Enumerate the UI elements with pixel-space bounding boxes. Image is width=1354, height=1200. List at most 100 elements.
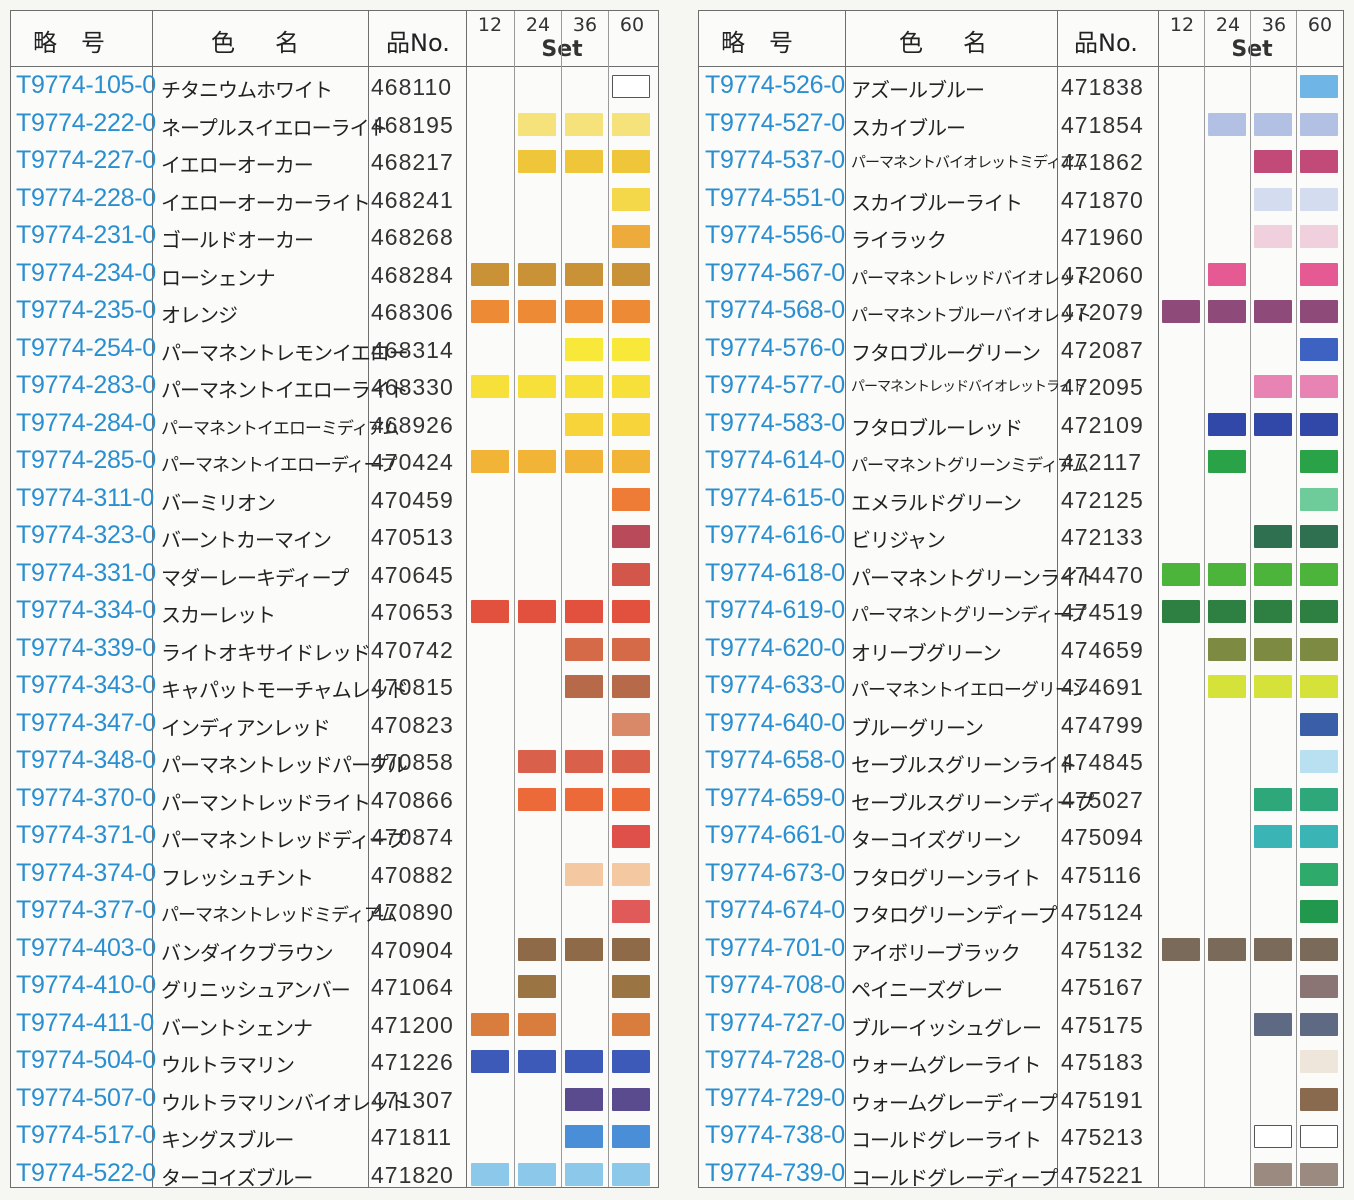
product-code: T9774-522-0 [16,1158,156,1187]
product-code: T9774-283-0 [16,371,156,399]
swatch-set-60 [612,375,650,398]
swatch-set-36 [565,337,603,361]
product-number: 470874 [371,824,454,850]
swatch-set-12 [471,1012,509,1036]
product-code: T9774-537-0 [705,146,845,174]
color-name: バンダイクブラウン [161,940,334,965]
swatch-set-60 [612,450,650,473]
table-row: T9774-235-0 オレンジ 468306 [11,293,658,331]
product-number: 475124 [1061,899,1144,925]
product-code: T9774-331-0 [16,558,156,587]
product-code: T9774-568-0 [705,296,845,324]
table-row: T9774-738-0 コールドグレーライト 475213 [699,1118,1343,1156]
product-code: T9774-661-0 [705,821,845,849]
swatch-set-24 [518,450,556,473]
color-name: セーブルスグリーンライト [851,753,1078,777]
swatch-set-60 [1300,562,1338,586]
color-name: フタロブルーグリーン [851,340,1041,365]
swatch-set-36 [565,412,603,436]
product-number: 468241 [371,186,454,213]
table-row: T9774-576-0 フタロブルーグリーン 472087 [699,331,1343,369]
swatch-set-60 [1300,112,1338,136]
table-row: T9774-527-0 スカイブルー 471854 [699,106,1343,144]
table-row: T9774-567-0 パーマネントレッドバイオレット 472060 [699,256,1343,294]
swatch-set-60 [1300,1087,1338,1111]
color-name: ゴールドオーカー [161,228,314,252]
color-name: パーマントレッドライト [161,790,371,815]
swatch-set-24 [518,1050,556,1073]
color-name: パーマネントブルーバイオレット [851,306,1092,326]
product-code: T9774-371-0 [16,821,156,849]
swatch-set-36 [1254,1125,1292,1148]
color-name: ウォームグレーディープ [851,1090,1058,1115]
header-set-12: 12 [477,14,503,36]
product-number: 470858 [371,749,454,775]
color-name: ターコイズグリーン [851,828,1021,852]
swatch-set-60 [1300,787,1338,811]
product-number: 475213 [1061,1124,1144,1150]
swatch-set-36 [565,637,603,661]
product-number: 474659 [1061,636,1144,663]
color-name: バーミリオン [161,490,276,515]
swatch-set-36 [565,1162,603,1186]
table-header: 略 号 色 名 品No. 12 24 36 60 Set [699,11,1343,67]
swatch-set-60 [1300,862,1338,886]
swatch-set-60 [1300,487,1338,511]
color-name: イエローオーカー [161,153,314,177]
product-number: 475221 [1061,1161,1144,1188]
color-name: スカイブルー [851,115,966,140]
product-code: T9774-658-0 [705,746,845,774]
table-row: T9774-323-0 バーントカーマイン 470513 [11,518,658,556]
product-number: 475191 [1061,1086,1144,1113]
product-number: 472125 [1061,486,1144,513]
swatch-set-12 [471,600,509,623]
table-row: T9774-739-0 コールドグレーディープ 475221 [699,1156,1343,1194]
color-name: パーマネントグリーンミディアム [851,456,1089,476]
swatch-set-24 [518,787,556,811]
color-table-left: 略 号 色 名 品No. 12 24 36 60 Set T9774-105-0… [10,10,659,1190]
table-row: T9774-583-0 フタロブルーレッド 472109 [699,406,1343,444]
product-code: T9774-254-0 [16,333,156,362]
product-code: T9774-614-0 [705,446,845,474]
product-code: T9774-507-0 [16,1083,156,1112]
product-number: 470866 [371,786,454,813]
product-number: 470513 [371,524,454,550]
table-row: T9774-615-0 エメラルドグリーン 472125 [699,481,1343,519]
swatch-set-12 [1162,562,1200,586]
product-code: T9774-583-0 [705,408,845,437]
product-number: 474691 [1061,674,1144,700]
table-row: T9774-283-0 パーマネントイエローライト 468330 [11,368,658,406]
product-code: T9774-284-0 [16,408,156,437]
color-name: グリニッシュアンバー [161,978,351,1002]
table-row: T9774-728-0 ウォームグレーライト 475183 [699,1043,1343,1081]
table-row: T9774-222-0 ネープルスイエローライト 468195 [11,106,658,144]
swatch-set-60 [612,1125,650,1148]
table-row: T9774-410-0 グリニッシュアンバー 471064 [11,968,658,1006]
color-name: ウルトラマリン [161,1053,295,1077]
swatch-set-24 [1208,600,1246,623]
product-code: T9774-618-0 [705,558,845,587]
swatch-set-12 [471,1162,509,1186]
color-name: パーマネントイエローディープ [161,455,397,476]
table-row: T9774-661-0 ターコイズグリーン 475094 [699,818,1343,856]
swatch-set-60 [1300,825,1338,848]
swatch-set-60 [1300,300,1338,323]
product-code: T9774-348-0 [16,746,156,774]
color-name: ライラック [851,228,947,252]
swatch-set-60 [1300,525,1338,548]
table-row: T9774-517-0 キングスブルー 471811 [11,1118,658,1156]
swatch-set-60 [612,187,650,211]
table-row: T9774-403-0 バンダイクブラウン 470904 [11,931,658,969]
color-name: スカーレット [161,603,276,627]
product-code: T9774-339-0 [16,633,156,662]
table-row: T9774-618-0 パーマネントグリーンライト 474470 [699,556,1343,594]
swatch-set-36 [1254,600,1292,623]
swatch-set-36 [1254,937,1292,961]
table-row: T9774-568-0 パーマネントブルーバイオレット 472079 [699,293,1343,331]
swatch-set-36 [1254,825,1292,848]
table-row: T9774-620-0 オリーブグリーン 474659 [699,631,1343,669]
product-number: 475132 [1061,936,1144,963]
color-name: ネープルスイエローライト [161,115,389,140]
swatch-set-60 [612,75,650,98]
product-number: 471854 [1061,111,1144,138]
